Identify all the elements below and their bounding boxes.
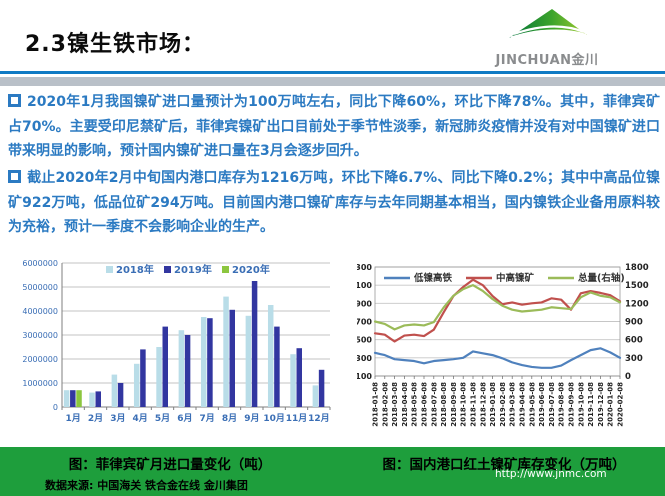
svg-text:2018-03-08: 2018-03-08 bbox=[391, 382, 399, 427]
data-source-text: 数据来源: 中国海关 铁合金在线 金川集团 bbox=[45, 479, 248, 492]
jinchuan-logo: JINCHUAN金川 bbox=[487, 4, 607, 68]
svg-text:5月: 5月 bbox=[155, 413, 170, 424]
svg-text:2018-08-08: 2018-08-08 bbox=[440, 382, 448, 427]
mountain-icon bbox=[509, 9, 587, 38]
svg-text:300: 300 bbox=[625, 354, 643, 364]
svg-text:2019-11-08: 2019-11-08 bbox=[587, 382, 595, 427]
svg-text:2020-02-08: 2020-02-08 bbox=[617, 382, 625, 427]
svg-text:1000000: 1000000 bbox=[22, 379, 58, 388]
svg-text:2019-01-08: 2019-01-08 bbox=[489, 382, 497, 427]
svg-text:0: 0 bbox=[625, 372, 631, 382]
svg-text:2018年: 2018年 bbox=[116, 263, 154, 276]
svg-text:1月: 1月 bbox=[66, 413, 81, 424]
svg-text:2020年: 2020年 bbox=[232, 263, 270, 276]
title-divider-gray bbox=[0, 77, 665, 86]
svg-text:3000000: 3000000 bbox=[22, 331, 58, 340]
svg-text:4000000: 4000000 bbox=[22, 307, 58, 316]
svg-text:4月: 4月 bbox=[133, 413, 148, 424]
svg-text:10月: 10月 bbox=[263, 413, 285, 424]
svg-text:2000000: 2000000 bbox=[22, 355, 58, 364]
philippine-ore-monthly-import-bar-chart: 0 1000000 2000000 3000000 4000000 5000000 6000… bbox=[20, 253, 336, 445]
footer-band: 图：菲律宾矿月进口量变化（吨） 图：国内港口红土镍矿库存变化（万吨） 数据来源:… bbox=[0, 447, 665, 496]
svg-text:2月: 2月 bbox=[88, 413, 103, 424]
svg-text:12月: 12月 bbox=[308, 413, 330, 424]
svg-text:2018-10-08: 2018-10-08 bbox=[460, 382, 468, 427]
svg-text:2018-02-08: 2018-02-08 bbox=[381, 382, 389, 427]
svg-text:7月: 7月 bbox=[200, 413, 215, 424]
svg-text:2018-12-08: 2018-12-08 bbox=[479, 382, 487, 427]
svg-text:2020-01-08: 2020-01-08 bbox=[607, 382, 615, 427]
svg-text:600: 600 bbox=[625, 336, 643, 346]
svg-text:2018-01-08: 2018-01-08 bbox=[372, 382, 380, 427]
svg-text:2019-09-08: 2019-09-08 bbox=[568, 382, 576, 427]
svg-text:2019-07-08: 2019-07-08 bbox=[548, 382, 556, 427]
svg-text:5000000: 5000000 bbox=[22, 283, 58, 292]
svg-text:2019-06-08: 2019-06-08 bbox=[538, 382, 546, 427]
svg-text:2019-03-08: 2019-03-08 bbox=[509, 382, 517, 427]
right-chart-caption: 图：国内港口红土镍矿库存变化（万吨） bbox=[382, 457, 626, 473]
svg-text:2018-06-08: 2018-06-08 bbox=[421, 382, 429, 427]
svg-text:中高镍矿: 中高镍矿 bbox=[496, 272, 535, 284]
svg-text:6000000: 6000000 bbox=[22, 259, 58, 268]
paragraph-text: 2020年1月我国镍矿进口量预计为100万吨左右，同比下降60%，环比下降78%… bbox=[8, 94, 660, 159]
svg-text:11月: 11月 bbox=[286, 413, 308, 424]
svg-text:3月: 3月 bbox=[110, 413, 125, 424]
svg-text:1200: 1200 bbox=[625, 299, 649, 309]
svg-text:2018-09-08: 2018-09-08 bbox=[450, 382, 458, 427]
svg-text:2019-12-08: 2019-12-08 bbox=[597, 382, 605, 427]
svg-text:2019-02-08: 2019-02-08 bbox=[499, 382, 507, 427]
svg-text:900: 900 bbox=[625, 318, 643, 328]
svg-text:300: 300 bbox=[357, 354, 372, 363]
svg-text:0: 0 bbox=[53, 403, 58, 412]
svg-text:低镍高铁: 低镍高铁 bbox=[413, 272, 453, 284]
square-bullet-icon bbox=[8, 94, 21, 107]
page-title: 2.3镍生铁市场： bbox=[25, 32, 205, 57]
paragraph-text: 截止2020年2月中旬国内港口库存为1216万吨，环比下降6.7%、同比下降0.… bbox=[8, 170, 660, 235]
svg-text:2019-10-08: 2019-10-08 bbox=[577, 382, 585, 427]
port-laterite-inventory-line-chart: 100 300 500 700 900 1100 1300 0 300 600 900 1200 150… bbox=[350, 256, 663, 445]
svg-text:2018-04-08: 2018-04-08 bbox=[401, 382, 409, 427]
title-divider-blue bbox=[0, 71, 665, 74]
svg-text:1800: 1800 bbox=[625, 263, 649, 273]
svg-text:500: 500 bbox=[357, 336, 372, 345]
svg-text:1100: 1100 bbox=[357, 281, 372, 290]
svg-text:1500: 1500 bbox=[625, 281, 649, 291]
svg-text:6月: 6月 bbox=[177, 413, 192, 424]
left-chart-caption: 图：菲律宾矿月进口量变化（吨） bbox=[68, 457, 272, 473]
paragraph-port-inventory: 截止2020年2月中旬国内港口库存为1216万吨，环比下降6.7%、同比下降0.… bbox=[8, 166, 660, 240]
svg-text:700: 700 bbox=[357, 318, 372, 327]
svg-text:总量(右轴): 总量(右轴) bbox=[578, 272, 625, 284]
svg-text:2018-11-08: 2018-11-08 bbox=[470, 382, 478, 427]
svg-text:2019-04-08: 2019-04-08 bbox=[519, 382, 527, 427]
svg-text:9月: 9月 bbox=[244, 413, 259, 424]
svg-text:2018-05-08: 2018-05-08 bbox=[411, 382, 419, 427]
svg-text:2019-05-08: 2019-05-08 bbox=[528, 382, 536, 427]
svg-text:8月: 8月 bbox=[222, 413, 237, 424]
svg-text:900: 900 bbox=[357, 299, 372, 308]
website-url: http://www.jnmc.com bbox=[495, 468, 607, 480]
svg-text:2019-08-08: 2019-08-08 bbox=[558, 382, 566, 427]
svg-text:2018-07-08: 2018-07-08 bbox=[430, 382, 438, 427]
logo-wordmark: JINCHUAN金川 bbox=[495, 53, 599, 68]
square-bullet-icon bbox=[8, 170, 21, 183]
svg-text:1300: 1300 bbox=[357, 263, 372, 272]
paragraph-nickel-ore-imports: 2020年1月我国镍矿进口量预计为100万吨左右，同比下降60%，环比下降78%… bbox=[8, 90, 660, 164]
svg-text:2019年: 2019年 bbox=[174, 263, 212, 276]
svg-text:100: 100 bbox=[357, 372, 372, 381]
